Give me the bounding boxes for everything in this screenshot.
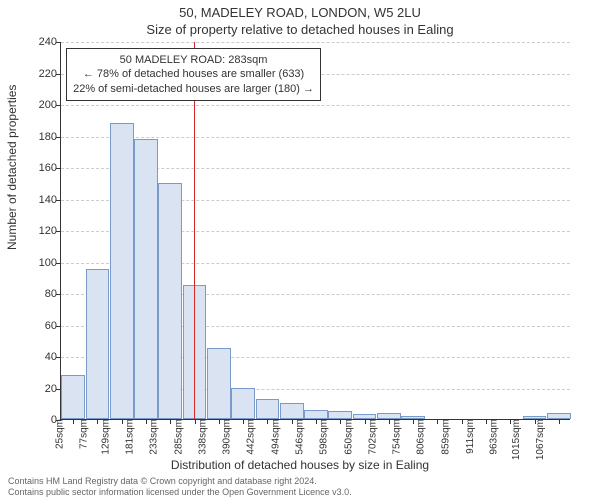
x-tick-label: 650sqm (339, 419, 354, 455)
bar (207, 348, 231, 419)
y-tick-label: 240 (31, 36, 61, 48)
bar (134, 139, 158, 419)
chart-container: 50, MADELEY ROAD, LONDON, W5 2LU Size of… (0, 0, 600, 500)
x-tick-label: 702sqm (364, 419, 379, 455)
gridline (61, 42, 570, 43)
y-tick-label: 60 (31, 320, 61, 332)
gridline (61, 137, 570, 138)
plot-area: 02040608010012014016018020022024025sqm77… (60, 42, 570, 420)
x-tick-label: 494sqm (266, 419, 281, 455)
bar (304, 410, 328, 419)
bar (110, 123, 134, 419)
y-tick-label: 200 (31, 99, 61, 111)
x-tick-label: 806sqm (412, 419, 427, 455)
annotation-box: 50 MADELEY ROAD: 283sqm ← 78% of detache… (66, 48, 321, 101)
x-tick-label: 25sqm (51, 419, 66, 449)
gridline (61, 105, 570, 106)
footer-line2: Contains public sector information licen… (8, 487, 352, 498)
x-axis-label: Distribution of detached houses by size … (0, 458, 600, 472)
x-tick-label: 963sqm (485, 419, 500, 455)
y-tick-label: 40 (31, 351, 61, 363)
x-tick-mark (559, 419, 560, 424)
y-tick-label: 100 (31, 257, 61, 269)
x-tick-label: 390sqm (218, 419, 233, 455)
y-tick-label: 140 (31, 194, 61, 206)
y-tick-label: 180 (31, 131, 61, 143)
bar (280, 403, 304, 419)
x-tick-label: 1067sqm (531, 419, 546, 460)
x-tick-label: 233sqm (145, 419, 160, 455)
x-tick-label: 181sqm (121, 419, 136, 455)
bar (158, 183, 182, 419)
chart-title-sub: Size of property relative to detached ho… (0, 22, 600, 37)
bar (231, 388, 255, 420)
y-tick-label: 120 (31, 225, 61, 237)
bar (328, 411, 352, 419)
footer-line1: Contains HM Land Registry data © Crown c… (8, 476, 352, 487)
x-tick-label: 754sqm (388, 419, 403, 455)
x-tick-label: 598sqm (315, 419, 330, 455)
x-tick-label: 338sqm (194, 419, 209, 455)
y-axis-label: Number of detached properties (5, 85, 19, 250)
x-tick-label: 859sqm (436, 419, 451, 455)
x-tick-label: 442sqm (242, 419, 257, 455)
y-tick-label: 80 (31, 288, 61, 300)
x-tick-label: 285sqm (169, 419, 184, 455)
bar (256, 399, 280, 419)
x-tick-label: 911sqm (461, 419, 476, 454)
x-tick-label: 1015sqm (506, 419, 521, 460)
x-tick-label: 129sqm (96, 419, 111, 455)
x-tick-label: 77sqm (75, 419, 90, 449)
chart-title-main: 50, MADELEY ROAD, LONDON, W5 2LU (0, 5, 600, 20)
y-tick-label: 20 (31, 383, 61, 395)
annotation-line2: ← 78% of detached houses are smaller (63… (73, 67, 314, 81)
x-tick-label: 546sqm (291, 419, 306, 455)
bar (86, 269, 110, 419)
annotation-line3: 22% of semi-detached houses are larger (… (73, 82, 314, 96)
bar (61, 375, 85, 419)
annotation-line1: 50 MADELEY ROAD: 283sqm (73, 53, 314, 67)
y-tick-label: 220 (31, 68, 61, 80)
footer: Contains HM Land Registry data © Crown c… (8, 476, 352, 498)
y-tick-label: 160 (31, 162, 61, 174)
